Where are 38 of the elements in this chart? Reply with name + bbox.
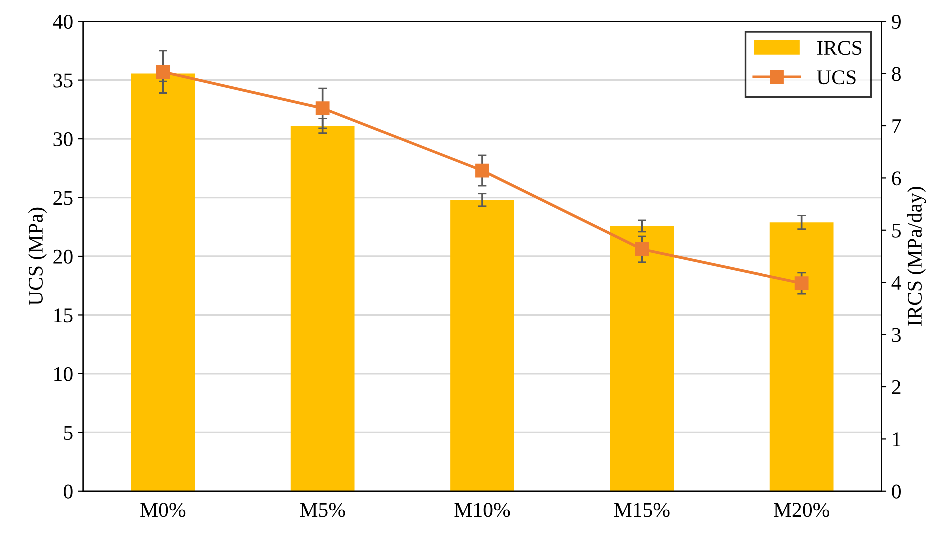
y-tick-label: 20 bbox=[54, 250, 73, 264]
y2-tick-label: 4 bbox=[892, 276, 902, 290]
y-tick-label: 5 bbox=[64, 426, 73, 440]
y2-axis-title: IRCS (MPa/day) bbox=[907, 187, 926, 326]
legend-label: IRCS bbox=[817, 41, 862, 56]
y2-tick-label: 0 bbox=[892, 484, 901, 499]
y-axis-title: UCS (MPa) bbox=[28, 208, 48, 306]
bar bbox=[290, 126, 355, 492]
bar bbox=[450, 200, 514, 492]
y2-tick-label: 5 bbox=[892, 224, 901, 238]
y-tick-label: 25 bbox=[54, 191, 73, 206]
y-tick-label: 40 bbox=[53, 14, 73, 30]
bar bbox=[131, 74, 196, 492]
point bbox=[476, 164, 490, 178]
y2-tick-label: 6 bbox=[892, 172, 902, 186]
x-tick-label: M10% bbox=[454, 503, 510, 518]
bar bbox=[610, 226, 674, 492]
y2-tick-label: 3 bbox=[892, 328, 901, 342]
y2-tick-label: 1 bbox=[893, 432, 901, 446]
y2-tick-label: 2 bbox=[892, 380, 901, 394]
y-tick-label: 30 bbox=[54, 132, 73, 146]
y2-tick-label: 7 bbox=[892, 120, 902, 134]
y2-tick-label: 8 bbox=[892, 67, 901, 82]
y2-tick-label: 9 bbox=[892, 15, 901, 30]
bar bbox=[770, 222, 834, 492]
y-tick-label: 35 bbox=[54, 74, 73, 88]
y-tick-label: 0 bbox=[64, 484, 73, 499]
point bbox=[316, 102, 330, 116]
y-tick-label: 15 bbox=[54, 308, 73, 323]
point bbox=[635, 242, 650, 256]
x-tick-label: M15% bbox=[614, 503, 670, 518]
x-tick-label: M20% bbox=[774, 503, 830, 518]
point bbox=[794, 276, 809, 290]
legend-label: UCS bbox=[817, 70, 856, 85]
y-tick-label: 10 bbox=[54, 367, 73, 382]
x-tick-label: M5% bbox=[300, 503, 346, 518]
point bbox=[156, 65, 170, 80]
x-tick-label: M0% bbox=[140, 503, 186, 518]
